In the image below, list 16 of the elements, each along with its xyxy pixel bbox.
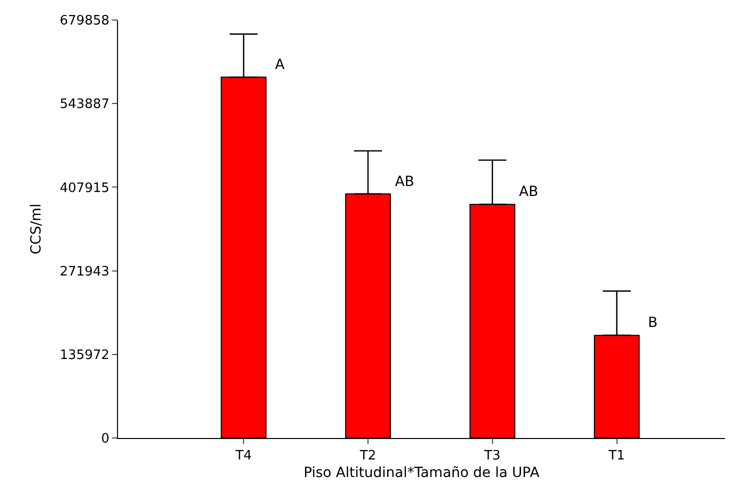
x-tick-label: T2 (358, 448, 376, 464)
y-tick-label: 679858 (60, 14, 110, 29)
y-tick-label: 135972 (60, 348, 110, 363)
annotation: A (275, 57, 285, 73)
annotation: AB (519, 184, 538, 200)
x-tick-label: T3 (483, 448, 501, 464)
x-tick-label: T4 (234, 448, 252, 464)
y-tick-label: 0 (101, 432, 110, 447)
x-tick-label: T1 (608, 448, 625, 464)
y-axis-title: CCS/ml (28, 204, 44, 254)
annotation: AB (395, 174, 414, 190)
y-tick-label: 407915 (60, 180, 110, 196)
y-tick-label: 543887 (60, 97, 110, 112)
y-tick-label: 271943 (60, 264, 110, 280)
annotation: B (648, 315, 658, 331)
x-axis-title: Piso Altitudinal*Tamaño de la UPA (304, 464, 540, 481)
